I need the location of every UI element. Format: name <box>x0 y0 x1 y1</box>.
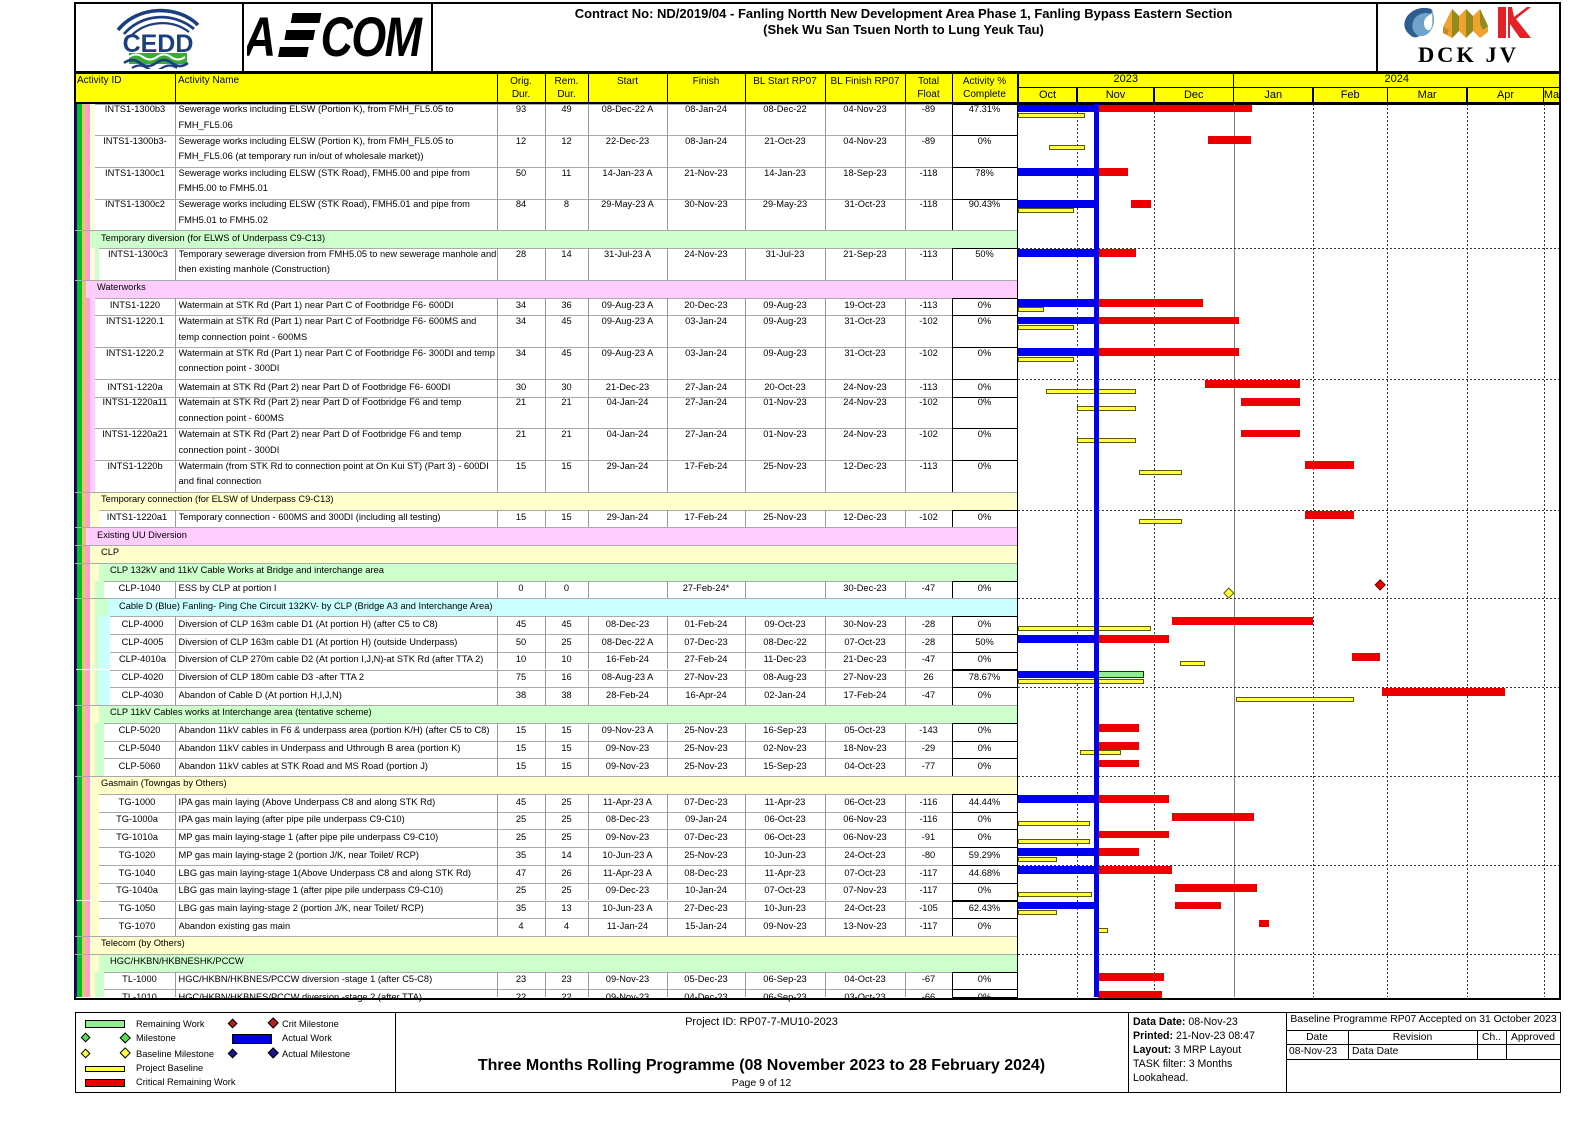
svg-text:A: A <box>247 13 276 59</box>
svg-text:COM: COM <box>321 13 424 59</box>
